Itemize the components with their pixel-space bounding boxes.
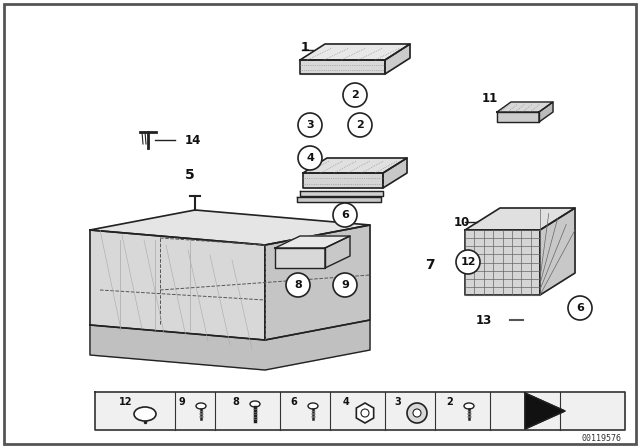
Polygon shape: [90, 320, 370, 370]
Text: 6: 6: [576, 303, 584, 313]
Polygon shape: [90, 210, 370, 245]
Text: 12: 12: [119, 397, 132, 407]
Ellipse shape: [308, 403, 318, 409]
Polygon shape: [303, 158, 407, 173]
Polygon shape: [539, 102, 553, 122]
Polygon shape: [540, 208, 575, 295]
Polygon shape: [497, 102, 553, 112]
Text: 10: 10: [454, 215, 470, 228]
Text: 8: 8: [294, 280, 302, 290]
Polygon shape: [325, 236, 350, 268]
Polygon shape: [465, 230, 540, 295]
Circle shape: [286, 273, 310, 297]
Text: 2: 2: [447, 397, 453, 407]
Polygon shape: [265, 225, 370, 340]
Polygon shape: [525, 393, 565, 429]
Circle shape: [343, 83, 367, 107]
Polygon shape: [465, 208, 575, 230]
Text: 3: 3: [395, 397, 401, 407]
Circle shape: [298, 113, 322, 137]
Text: 8: 8: [232, 397, 239, 407]
Polygon shape: [300, 191, 383, 196]
Ellipse shape: [196, 403, 206, 409]
Text: 11: 11: [482, 91, 498, 104]
Circle shape: [456, 250, 480, 274]
Text: 12: 12: [460, 257, 476, 267]
Circle shape: [348, 113, 372, 137]
Polygon shape: [275, 248, 325, 268]
Text: 4: 4: [342, 397, 349, 407]
Circle shape: [298, 146, 322, 170]
Polygon shape: [385, 44, 410, 74]
Text: 13: 13: [476, 314, 492, 327]
Polygon shape: [300, 44, 410, 60]
Text: 9: 9: [179, 397, 186, 407]
Polygon shape: [303, 173, 383, 188]
Polygon shape: [297, 197, 381, 202]
Text: 9: 9: [341, 280, 349, 290]
Polygon shape: [383, 158, 407, 188]
Text: 2: 2: [356, 120, 364, 130]
Text: 4: 4: [306, 153, 314, 163]
Polygon shape: [275, 236, 350, 248]
Circle shape: [333, 273, 357, 297]
Circle shape: [407, 403, 427, 423]
Text: 5: 5: [185, 168, 195, 182]
Circle shape: [568, 296, 592, 320]
Ellipse shape: [134, 407, 156, 421]
Text: 1: 1: [301, 40, 309, 53]
Text: 14: 14: [185, 134, 202, 146]
Ellipse shape: [250, 401, 260, 407]
Circle shape: [361, 409, 369, 417]
Polygon shape: [300, 60, 385, 74]
Text: 2: 2: [351, 90, 359, 100]
Circle shape: [413, 409, 421, 417]
Ellipse shape: [464, 403, 474, 409]
Text: 3: 3: [306, 120, 314, 130]
Circle shape: [333, 203, 357, 227]
Polygon shape: [95, 392, 625, 430]
Text: 7: 7: [425, 258, 435, 272]
Polygon shape: [497, 112, 539, 122]
Text: 6: 6: [291, 397, 298, 407]
Text: 00119576: 00119576: [582, 434, 622, 443]
Text: 6: 6: [341, 210, 349, 220]
Polygon shape: [90, 230, 265, 340]
